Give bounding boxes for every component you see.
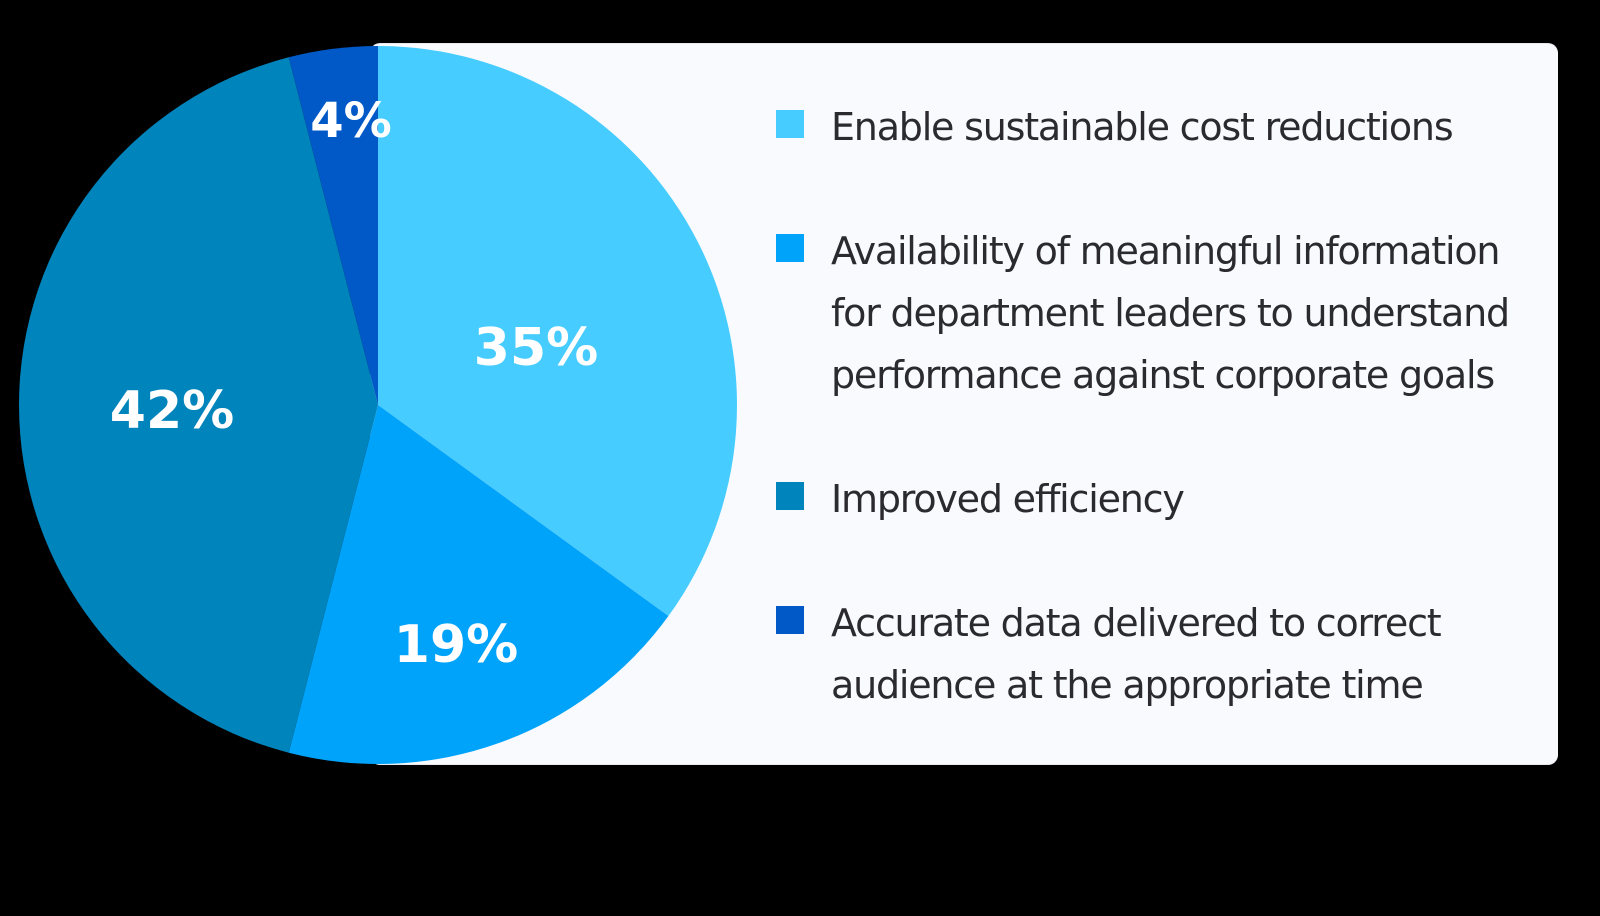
pie-slice-4pct bbox=[288, 46, 378, 405]
slice-label-42: 42% bbox=[110, 381, 234, 441]
legend-label: Improved efficiency bbox=[831, 477, 1185, 521]
legend-swatch-icon bbox=[776, 482, 804, 510]
pie-slice-19pct bbox=[288, 405, 669, 765]
legend-swatch-icon bbox=[776, 234, 804, 262]
pie-slice-35pct bbox=[378, 46, 737, 617]
slice-label-35: 35% bbox=[474, 318, 598, 378]
pie-slice-42pct bbox=[18, 57, 378, 753]
slice-label-19: 19% bbox=[394, 615, 518, 675]
legend-swatch-icon bbox=[776, 110, 804, 138]
legend-swatch-icon bbox=[776, 606, 804, 634]
legend-label: Availability of meaningful information f… bbox=[831, 229, 1510, 397]
legend-item-cost-reductions: Enable sustainable cost reductions bbox=[776, 96, 1454, 158]
legend-label: Accurate data delivered to correct audie… bbox=[831, 601, 1442, 707]
legend-item-accurate-data: Accurate data delivered to correct audie… bbox=[776, 592, 1442, 716]
legend-item-meaningful-information: Availability of meaningful information f… bbox=[776, 220, 1510, 406]
legend-label: Enable sustainable cost reductions bbox=[831, 105, 1454, 149]
slice-label-4: 4% bbox=[310, 93, 392, 149]
legend-item-improved-efficiency: Improved efficiency bbox=[776, 468, 1185, 530]
